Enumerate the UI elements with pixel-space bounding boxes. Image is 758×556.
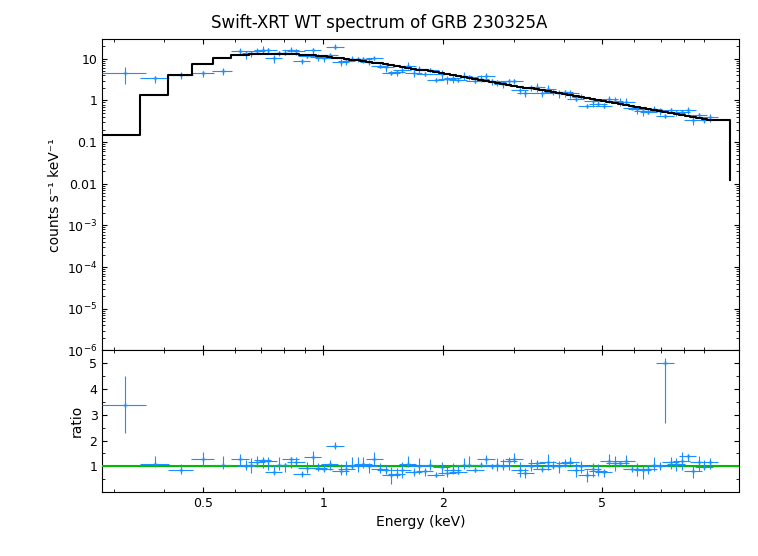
Text: Swift-XRT WT spectrum of GRB 230325A: Swift-XRT WT spectrum of GRB 230325A — [211, 14, 547, 32]
X-axis label: Energy (keV): Energy (keV) — [376, 515, 465, 529]
Y-axis label: ratio: ratio — [70, 405, 84, 438]
Y-axis label: counts s⁻¹ keV⁻¹: counts s⁻¹ keV⁻¹ — [48, 138, 61, 251]
